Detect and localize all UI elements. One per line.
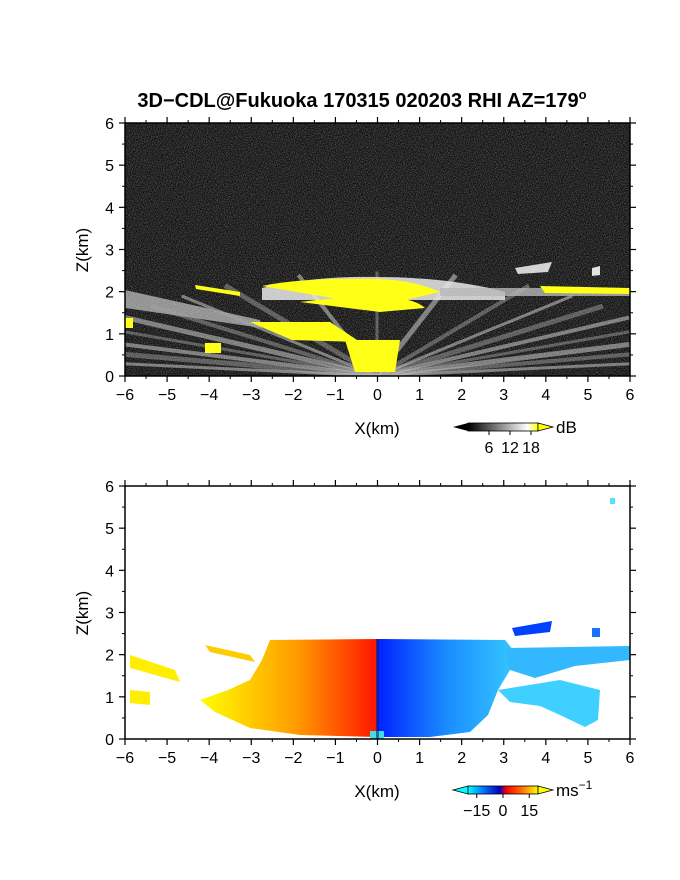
top-ytick-label: 0 — [105, 369, 114, 386]
panel-velocity: −6 −5 −4 −3 −2 −1 0 1 2 3 4 5 6 0 1 2 3 4 5 6 X(km) Z(km) −… — [73, 479, 636, 820]
bottom-x-axis-label: X(km) — [354, 782, 399, 801]
bottom-xtick-label: 5 — [583, 750, 592, 767]
figure-title: 3D−CDL@Fukuoka 170315 020203 RHI AZ=179o — [137, 87, 586, 112]
bottom-xtick-label: 2 — [457, 750, 466, 767]
velocity-blob-5.5km — [592, 628, 600, 637]
colorbar-db-unit: dB — [556, 418, 577, 437]
top-y-axis-label: Z(km) — [73, 228, 92, 272]
bottom-xtick-label: 6 — [626, 750, 635, 767]
bottom-ytick-label: 6 — [105, 479, 114, 496]
colorbar-v-over — [537, 785, 555, 795]
colorbar-db-over — [537, 422, 555, 432]
top-xtick-label: −5 — [158, 387, 176, 404]
velocity-colorbar: −15 0 15 ms−1 — [451, 778, 593, 820]
top-xtick-label: 6 — [626, 387, 635, 404]
colorbar-db-under — [453, 423, 468, 431]
backscatter-speckle — [125, 123, 630, 376]
bottom-y-axis-label: Z(km) — [73, 591, 92, 635]
title-degree: o — [579, 87, 587, 102]
top-xtick-label: 2 — [457, 387, 466, 404]
top-x-axis-label: X(km) — [354, 419, 399, 438]
top-xtick-label: −6 — [116, 387, 134, 404]
bottom-ytick-label: 2 — [105, 648, 114, 665]
top-ytick-label: 5 — [105, 158, 114, 175]
colorbar-db-tick-label: 6 — [485, 440, 494, 457]
colorbar-v-bar — [467, 785, 539, 795]
bottom-ytick-label: 5 — [105, 521, 114, 538]
top-xtick-label: 4 — [541, 387, 550, 404]
bottom-xtick-label: −1 — [326, 750, 344, 767]
bottom-xtick-label: −5 — [158, 750, 176, 767]
top-xtick-label: 5 — [583, 387, 592, 404]
top-xtick-label: −3 — [242, 387, 260, 404]
top-ytick-label: 4 — [105, 200, 114, 217]
bottom-xtick-label: −3 — [242, 750, 260, 767]
top-xtick-label: −2 — [284, 387, 302, 404]
colorbar-v-tick-label: −15 — [463, 803, 490, 820]
colorbar-v-unit-base: ms — [556, 781, 579, 800]
bottom-axes: −6 −5 −4 −3 −2 −1 0 1 2 3 4 5 6 0 1 2 3 4 5 6 — [105, 479, 636, 767]
top-xtick-label: −1 — [326, 387, 344, 404]
colorbar-db-tick-label: 12 — [501, 440, 519, 457]
velocity-far-left-1 — [130, 655, 180, 682]
top-ytick-label: 6 — [105, 116, 114, 133]
bottom-xtick-label: 1 — [415, 750, 424, 767]
velocity-far-left-2 — [130, 690, 150, 705]
colorbar-v-ticks: −15 0 15 — [463, 794, 538, 820]
colorbar-db-ticks: 6 12 18 — [485, 431, 540, 457]
velocity-right-layer — [505, 646, 630, 678]
top-axes: −6 −5 −4 −3 −2 −1 0 1 2 3 4 5 6 0 1 2 3 4 5 6 — [105, 116, 636, 404]
top-ytick-label: 2 — [105, 285, 114, 302]
bottom-xtick-label: 0 — [373, 750, 382, 767]
velocity-away-region — [377, 639, 515, 737]
velocity-towards-region — [200, 639, 377, 737]
top-xtick-label: 1 — [415, 387, 424, 404]
top-xtick-label: −4 — [200, 387, 218, 404]
top-ytick-label: 1 — [105, 327, 114, 344]
colorbar-db-tick-label: 18 — [522, 440, 540, 457]
velocity-speck-6km — [610, 498, 615, 504]
backscatter-field — [125, 123, 630, 376]
bottom-xtick-label: −6 — [116, 750, 134, 767]
bottom-xtick-label: 3 — [499, 750, 508, 767]
colorbar-v-unit-exp: −1 — [579, 778, 593, 792]
bottom-ytick-label: 0 — [105, 732, 114, 749]
velocity-zero-line — [376, 639, 379, 739]
velocity-right-lower — [498, 680, 600, 727]
top-ytick-label: 3 — [105, 243, 114, 260]
bottom-ytick-label: 1 — [105, 690, 114, 707]
backscatter-colorbar: 6 12 18 dB — [453, 418, 577, 457]
bottom-xtick-label: 4 — [541, 750, 550, 767]
colorbar-v-tick-label: 15 — [520, 803, 538, 820]
velocity-blob-3.5km — [512, 621, 552, 636]
top-xtick-label: 3 — [499, 387, 508, 404]
bottom-xtick-label: −4 — [200, 750, 218, 767]
bottom-xtick-label: −2 — [284, 750, 302, 767]
bottom-ytick-label: 3 — [105, 606, 114, 623]
title-text: 3D−CDL@Fukuoka 170315 020203 RHI AZ=179 — [137, 90, 578, 112]
top-xtick-label: 0 — [373, 387, 382, 404]
colorbar-v-under — [451, 785, 469, 795]
velocity-field — [125, 486, 630, 739]
bottom-ytick-label: 4 — [105, 563, 114, 580]
colorbar-db-bar — [467, 422, 539, 432]
colorbar-v-unit: ms−1 — [556, 778, 593, 800]
velocity-left-streak — [205, 645, 255, 662]
colorbar-v-tick-label: 0 — [499, 803, 508, 820]
